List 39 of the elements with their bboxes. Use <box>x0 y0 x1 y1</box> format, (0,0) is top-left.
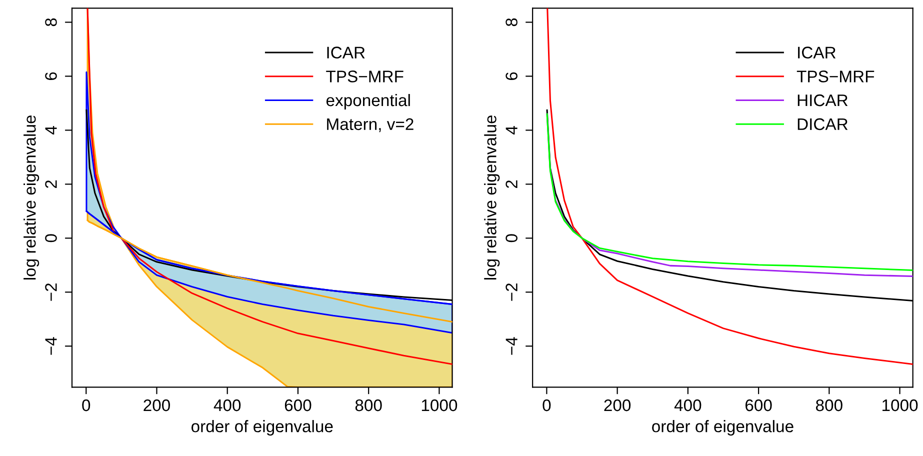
x-axis-title: order of eigenvalue <box>652 420 794 436</box>
x-tick-label: 600 <box>284 399 312 412</box>
legend-label: TPS−MRF <box>796 70 874 82</box>
y-tick-label: −4 <box>45 337 57 355</box>
y-tick-label: 6 <box>45 72 57 80</box>
x-tick-label: 600 <box>745 399 772 412</box>
y-tick-label: −4 <box>506 337 518 355</box>
y-tick-label: 2 <box>506 180 518 188</box>
x-tick-label: 0 <box>82 399 90 412</box>
y-tick-label: 0 <box>506 234 518 242</box>
y-tick-label: 4 <box>506 126 518 134</box>
x-tick-label: 800 <box>355 399 382 412</box>
y-tick-label: 8 <box>506 18 518 26</box>
x-tick-label: 800 <box>816 399 842 412</box>
legend-label: HICAR <box>798 94 848 106</box>
x-tick-label: 0 <box>542 399 551 412</box>
y-tick-label: −2 <box>45 283 57 301</box>
x-tick-label: 400 <box>214 399 241 412</box>
legend-label: ICAR <box>798 46 836 58</box>
y-tick-label: 0 <box>45 234 57 242</box>
x-tick-label: 200 <box>604 399 631 412</box>
legend-label: DICAR <box>798 118 848 130</box>
y-tick-label: 4 <box>45 126 57 134</box>
y-tick-label: 6 <box>506 72 518 80</box>
x-axis-title: order of eigenvalue <box>191 420 333 436</box>
legend-label: Matern, v=2 <box>327 118 414 132</box>
y-tick-label: 2 <box>45 180 57 188</box>
legend-label: TPS−MRF <box>326 70 404 82</box>
legend-label: ICAR <box>327 46 365 58</box>
x-tick-label: 1000 <box>422 399 458 412</box>
line-series <box>546 8 913 365</box>
y-axis-title: log relative eigenvalue <box>24 115 40 280</box>
x-tick-label: 1000 <box>882 399 918 412</box>
x-tick-label: 400 <box>674 399 702 412</box>
y-axis-title: log relative eigenvalue <box>484 115 500 280</box>
x-tick-label: 200 <box>144 399 170 412</box>
y-tick-label: 8 <box>45 18 57 26</box>
legend-label: exponential <box>326 94 410 110</box>
y-tick-label: −2 <box>506 283 518 301</box>
